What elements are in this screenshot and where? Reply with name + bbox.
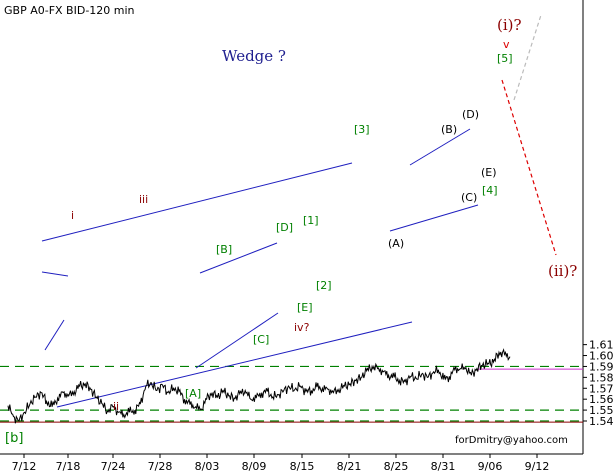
projection-down-line [501, 79, 557, 256]
bracket-label-A: [A] [185, 387, 201, 400]
x-tick-label-9: 8/31 [431, 460, 456, 473]
wave-label-iii: iii [139, 193, 148, 206]
y-tick-label-1: 1.55 [589, 404, 614, 417]
x-axis-ticks: 7/12 7/18 7/24 7/28 8/03 8/09 8/15 8/21 8/25 8/31… [12, 454, 550, 473]
bracket-label-2: [2] [316, 279, 332, 292]
triangle-upper-line [199, 242, 278, 274]
bracket-label-1: [1] [303, 214, 319, 227]
x-tick-label-1: 7/18 [56, 460, 81, 473]
projection-up-line [513, 14, 542, 101]
x-tick-label-3: 7/28 [148, 460, 173, 473]
wave-label-i: i [71, 209, 74, 222]
bracket-label-E: [E] [297, 301, 313, 314]
x-tick-label-7: 8/21 [337, 460, 362, 473]
lower-channel-line [56, 321, 413, 408]
y-axis-ticks: 1.541.551.561.571.581.591.601.61 [583, 339, 614, 428]
x-tick-label-11: 9/12 [525, 460, 550, 473]
projection-lines [501, 14, 557, 256]
wedge-upper-line [409, 128, 471, 166]
y-tick-label-7: 1.61 [589, 339, 614, 352]
wave-label-ii-major: (ii)? [548, 262, 577, 280]
paren-label-B: (B) [441, 123, 457, 136]
bracket-label-B: [B] [216, 243, 232, 256]
wave-label-v: v [503, 38, 510, 51]
wave-label-iv: iv? [294, 321, 310, 334]
bracket-label-4: [4] [482, 184, 498, 197]
x-tick-label-0: 7/12 [12, 460, 37, 473]
triangle-lower-line [195, 312, 279, 369]
trendlines [41, 128, 479, 408]
bracket-label-C: [C] [253, 333, 269, 346]
bracket-label-b: [b] [5, 431, 23, 446]
x-tick-label-10: 9/06 [478, 460, 503, 473]
upper-channel-line [41, 162, 353, 242]
paren-label-E: (E) [481, 166, 497, 179]
watermark: forDmitry@yahoo.com [455, 435, 568, 446]
wave-label-ii: ii [113, 400, 119, 413]
y-tick-label-0: 1.54 [589, 415, 614, 428]
x-tick-label-4: 8/03 [195, 460, 220, 473]
y-tick-label-4: 1.58 [589, 371, 614, 384]
wave-label-i-major: (i)? [497, 16, 522, 34]
left-triangle-bottom [44, 319, 65, 351]
bracket-label-5: [5] [497, 52, 513, 65]
paren-label-D: (D) [462, 108, 479, 121]
wedge-lower-line [389, 204, 479, 232]
paren-label-A: (A) [388, 237, 404, 250]
x-tick-label-6: 8/15 [290, 460, 315, 473]
left-triangle-top [41, 271, 69, 277]
bracket-label-D: [D] [276, 221, 293, 234]
x-tick-label-8: 8/25 [384, 460, 409, 473]
y-tick-label-3: 1.57 [589, 382, 614, 395]
horizontal-levels [0, 365, 583, 423]
chart-title: GBP A0-FX BID-120 min [4, 4, 135, 17]
wave-labels: iiiiiiiv?(i)?(ii)?v[A][B][C][D][E][1][2]… [5, 16, 577, 446]
wedge-label: Wedge ? [222, 47, 286, 65]
price-series [7, 348, 511, 424]
y-tick-label-5: 1.59 [589, 360, 614, 373]
bracket-label-3: [3] [354, 123, 370, 136]
x-tick-label-2: 7/24 [101, 460, 126, 473]
price-line [7, 348, 511, 424]
paren-label-C: (C) [461, 191, 477, 204]
x-tick-label-5: 8/09 [242, 460, 267, 473]
y-tick-label-6: 1.60 [589, 350, 614, 363]
y-tick-label-2: 1.56 [589, 393, 614, 406]
